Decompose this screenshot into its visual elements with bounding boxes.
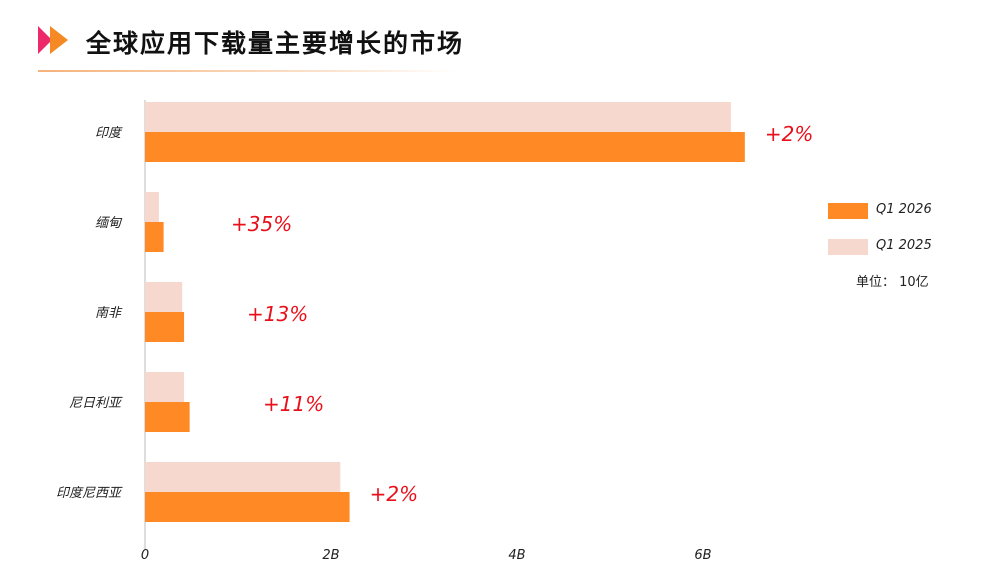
category-label: 尼日利亚 bbox=[69, 396, 123, 411]
change-label: +13% bbox=[247, 302, 308, 326]
bar-q1-2025 bbox=[145, 372, 185, 402]
bar-q1-2025 bbox=[145, 102, 731, 132]
bar-q1-2025 bbox=[145, 282, 183, 312]
x-tick-label: 2B bbox=[322, 548, 339, 563]
category-label: 印度尼西亚 bbox=[56, 486, 123, 501]
title-underline bbox=[38, 70, 458, 72]
change-label: +11% bbox=[263, 392, 324, 416]
category-label: 缅甸 bbox=[95, 216, 123, 231]
x-tick-label: 6B bbox=[694, 548, 711, 563]
bar-q1-2026 bbox=[145, 492, 350, 522]
bar-q1-2026 bbox=[145, 132, 745, 162]
bar-q1-2025 bbox=[145, 192, 159, 222]
legend-item-q1-2026: Q1 2026 bbox=[828, 200, 968, 236]
play-arrows-logo-icon bbox=[38, 26, 68, 54]
page-title: 全球应用下载量主要增长的市场 bbox=[86, 29, 465, 58]
change-label: +35% bbox=[231, 212, 292, 236]
legend-label: Q1 2025 bbox=[876, 238, 932, 253]
legend: Q1 2026 Q1 2025 bbox=[828, 200, 968, 272]
x-tick-label: 4B bbox=[508, 548, 525, 563]
bar-q1-2025 bbox=[145, 462, 341, 492]
change-label: +2% bbox=[370, 482, 419, 506]
legend-item-q1-2025: Q1 2025 bbox=[828, 236, 968, 272]
x-tick-label: 0 bbox=[141, 548, 149, 563]
legend-swatch bbox=[828, 239, 868, 255]
category-label: 印度 bbox=[95, 126, 123, 141]
category-label: 南非 bbox=[95, 306, 123, 321]
bar-q1-2026 bbox=[145, 222, 164, 252]
legend-label: Q1 2026 bbox=[876, 202, 932, 217]
legend-swatch bbox=[828, 203, 868, 219]
bar-q1-2026 bbox=[145, 402, 190, 432]
change-label: +2% bbox=[765, 122, 814, 146]
unit-label: 单位： 10亿 bbox=[856, 275, 929, 290]
bar-q1-2026 bbox=[145, 312, 185, 342]
header: 全球应用下载量主要增长的市场 bbox=[38, 18, 478, 64]
